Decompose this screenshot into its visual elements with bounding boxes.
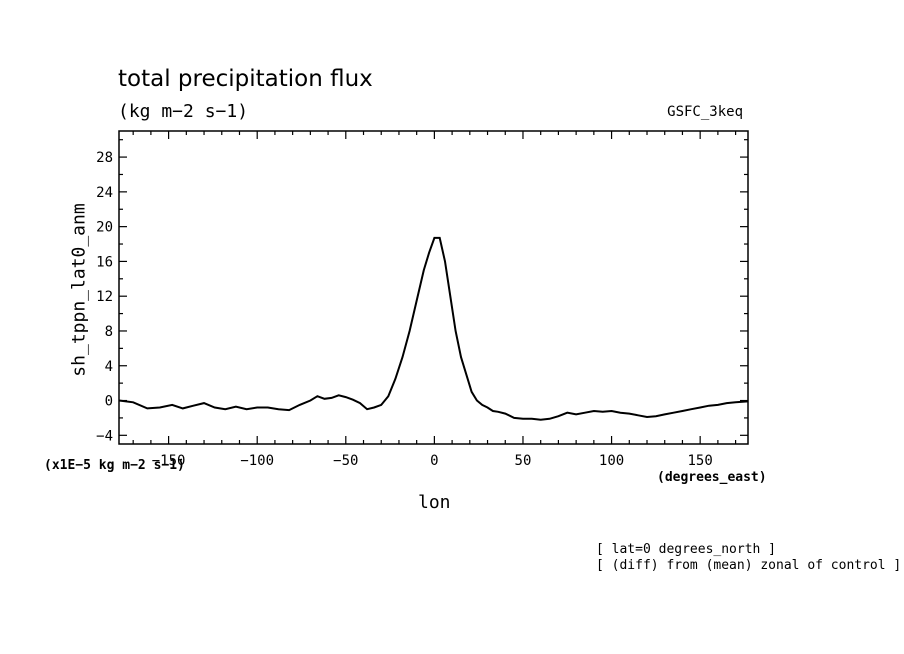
y-tick-label: 8 — [105, 324, 113, 340]
x-tick-label: −150 — [152, 453, 186, 469]
chart-units: (kg m−2 s−1) — [118, 101, 249, 122]
y-tick-label: 16 — [96, 254, 113, 270]
y-tick-label: −4 — [96, 428, 113, 444]
chart-title: total precipitation flux — [118, 66, 373, 92]
note-latitude: [ lat=0 degrees_north ] — [596, 542, 777, 557]
y-tick-label: 0 — [105, 394, 113, 410]
x-tick-label: −100 — [240, 453, 274, 469]
y-tick-label: 4 — [105, 359, 113, 375]
scale-label: (x1E−5 kg m−2 s−1) — [44, 458, 185, 473]
plot-frame — [118, 130, 749, 445]
tick-group — [119, 131, 748, 444]
x-tick-label: 150 — [688, 453, 713, 469]
x-tick-label: 100 — [599, 453, 624, 469]
y-tick-label: 12 — [96, 289, 113, 305]
x-tick-label: 50 — [515, 453, 532, 469]
note-difference: [ (diff) from (mean) zonal of control ] — [596, 558, 902, 573]
y-tick-label: 24 — [96, 185, 113, 201]
x-axis-label: lon — [418, 492, 451, 513]
x-tick-label: −50 — [333, 453, 358, 469]
series-line — [118, 236, 749, 421]
x-tick-label: 0 — [430, 453, 438, 469]
tick-label-group: −150 −100 −50 0 50 100 150 −4 0 4 8 12 16 20 24 28 — [96, 150, 713, 469]
y-tick-label: 20 — [96, 220, 113, 236]
run-label: GSFC_3keq — [667, 104, 743, 120]
y-tick-label: 28 — [96, 150, 113, 166]
x-units-label: (degrees_east) — [657, 470, 767, 485]
